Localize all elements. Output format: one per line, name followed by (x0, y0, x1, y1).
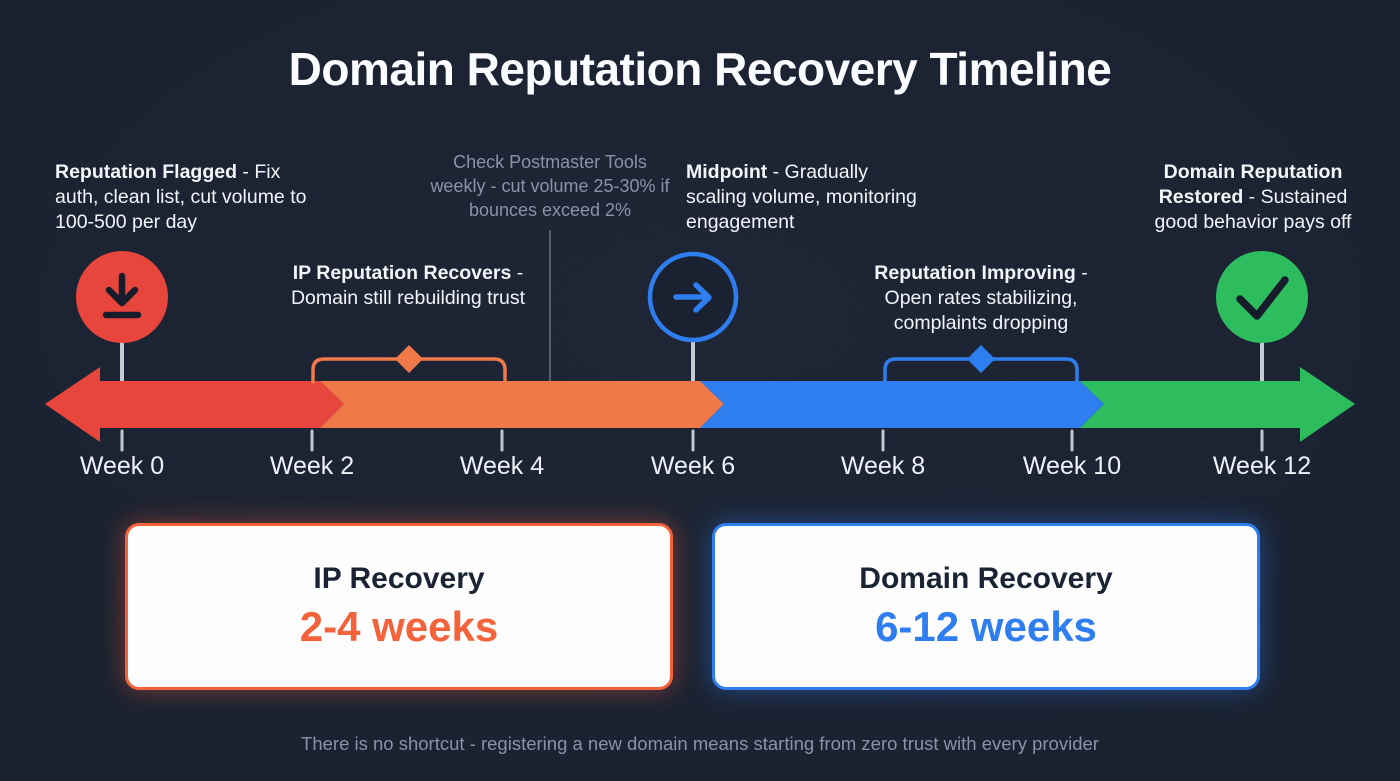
check-icon (1236, 276, 1289, 320)
annotation-rest-text: - Sustained good behavior pays off (1154, 186, 1352, 233)
card-title: Domain Recovery (859, 562, 1113, 595)
annotation-reputation-flagged: Reputation Flagged - Fix auth, clean lis… (55, 160, 317, 235)
annotation-reputation-improving: Reputation Improving - Open rates stabil… (867, 261, 1095, 336)
week-label: Week 8 (840, 452, 926, 480)
annotation-bold-text: Midpoint (686, 161, 768, 183)
segment-domain-recovery (700, 381, 1104, 428)
week-label: Week 2 (269, 452, 355, 480)
week-label: Week 6 (650, 452, 736, 480)
card-value: 2-4 weeks (299, 603, 499, 650)
page-title: Domain Reputation Recovery Timeline (288, 43, 1112, 95)
segment-restored (1080, 367, 1355, 442)
annotation-rest-text: - Gradually scaling volume, monitoring e… (686, 161, 917, 233)
annotation-rest-text: - Domain still rebuilding trust (290, 262, 526, 309)
annotation-bold-text: Reputation Flagged (55, 161, 237, 183)
diamond-icon (395, 345, 423, 373)
annotation-bold-text: IP Reputation Recovers (292, 262, 512, 284)
restored-milestone-circle (1216, 251, 1308, 343)
week-label: Week 4 (459, 452, 545, 480)
annotation-ip-reputation-recovers: IP Reputation Recovers - Domain still re… (288, 261, 528, 311)
week-label: Week 10 (1022, 452, 1122, 480)
arrow-right-icon (673, 282, 712, 313)
footer-note: There is no shortcut - registering a new… (301, 733, 1099, 754)
annotation-reputation-restored: Domain Reputation Restored - Sustained g… (1148, 160, 1358, 235)
annotation-postmaster-note: Check Postmaster Tools weekly - cut volu… (426, 150, 674, 222)
annotation-bold-text: Reputation Improving (874, 262, 1076, 284)
card-title: IP Recovery (313, 562, 485, 595)
download-icon (102, 272, 142, 319)
annotation-rest-text: - Fix auth, clean list, cut volume to 10… (55, 161, 307, 233)
card-value: 6-12 weeks (875, 603, 1097, 650)
diamond-icon (967, 345, 995, 373)
annotation-bold-text: Domain Reputation Restored (1158, 161, 1343, 208)
ip-recovery-card: IP Recovery 2-4 weeks (125, 523, 673, 690)
annotation-rest-text: - Open rates stabilizing, complaints dro… (884, 262, 1088, 334)
week-label: Week 12 (1212, 452, 1312, 480)
annotation-text: Check Postmaster Tools weekly - cut volu… (430, 152, 670, 220)
annotation-midpoint: Midpoint - Gradually scaling volume, mon… (686, 160, 926, 235)
segment-reputation-flagged (45, 367, 344, 442)
domain-recovery-card: Domain Recovery 6-12 weeks (712, 523, 1260, 690)
segment-ip-recovery (320, 381, 724, 428)
week-label: Week 0 (79, 452, 165, 480)
